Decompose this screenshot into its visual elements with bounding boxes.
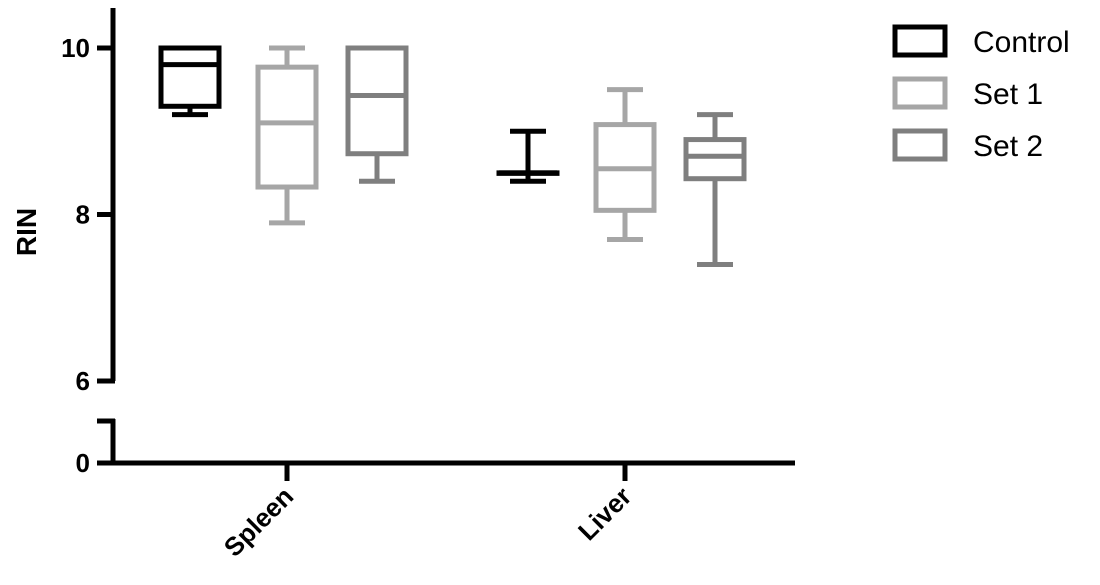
x-ticks: Spleen Liver	[218, 463, 637, 563]
box-set-2-liver	[683, 112, 747, 267]
box-set-1-spleen	[255, 45, 319, 226]
y-tick-label: 8	[76, 200, 90, 230]
legend: Control Set 1 Set 2	[892, 24, 1070, 163]
y-axis-title: RIN	[11, 208, 42, 256]
box-control-spleen	[158, 45, 222, 118]
y-tick-label: 0	[76, 448, 90, 478]
legend-swatch	[892, 24, 948, 58]
legend-swatch	[892, 76, 948, 110]
legend-label: Set 1	[973, 78, 1043, 111]
x-tick-label: Liver	[572, 481, 637, 546]
legend-label: Control	[973, 26, 1070, 59]
box-set-1-liver	[593, 87, 657, 242]
y-tick-label: 10	[61, 33, 90, 63]
y-tick-label: 6	[76, 366, 90, 396]
box-set-2-spleen	[345, 45, 409, 184]
box-control-liver	[496, 128, 560, 184]
box-series	[158, 45, 747, 267]
box-iqr	[345, 45, 409, 157]
box-iqr	[158, 45, 222, 109]
x-tick-label: Spleen	[218, 481, 299, 562]
y-ticks: 0 6 8 10	[61, 33, 113, 478]
legend-swatch	[892, 128, 948, 162]
box-iqr	[255, 64, 319, 190]
box-iqr	[683, 137, 747, 182]
legend-label: Set 2	[973, 130, 1043, 163]
